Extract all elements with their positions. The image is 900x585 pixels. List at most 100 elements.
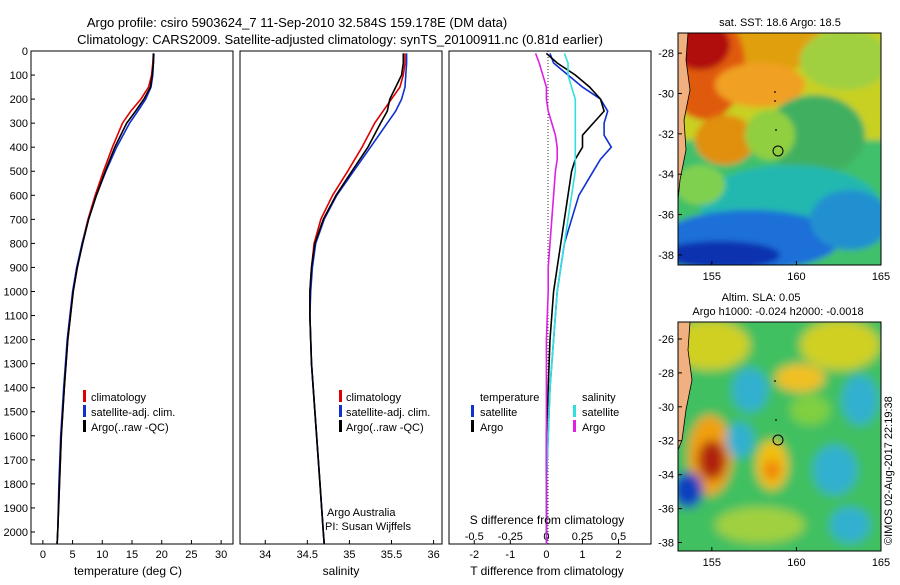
depth-tick-label: 1100	[4, 311, 28, 323]
legend-argo-label: Argo(..raw -QC)	[346, 422, 424, 434]
salinity-series	[309, 53, 408, 545]
imos-timestamp: ©IMOS 02-Aug-2017 22:19:38	[883, 396, 895, 545]
legend-satellite-swatch	[339, 405, 342, 417]
longitude-tick-label: 155	[703, 557, 721, 569]
depth-tick-label: 1000	[4, 286, 28, 298]
longitude-tick-label: 160	[787, 557, 805, 569]
depth-tick-label: 600	[10, 190, 28, 202]
latitude-tick-label: -30	[658, 402, 674, 414]
coastline	[678, 33, 691, 201]
sla-map-title: Altim. SLA: 0.05	[722, 292, 801, 304]
salinity-plot-frame	[239, 50, 443, 545]
depth-tick-label: 500	[10, 166, 28, 178]
s-satellite-difference-line	[545, 53, 577, 544]
previous-position-dot	[774, 91, 776, 93]
sst-map-axes: 155 160 165 -28 -30 -32 -34 -36 -38	[658, 48, 890, 283]
depth-tick-label: 300	[10, 118, 28, 130]
legend-climatology-swatch	[83, 390, 86, 402]
t-difference-axis-label: T difference from climatology	[470, 564, 624, 578]
sla-map-subtitle: Argo h1000: -0.024 h2000: -0.0018	[692, 306, 863, 318]
t-argo-difference-line	[545, 52, 605, 544]
temperature-legend: climatology satellite-adj. clim. Argo(..…	[83, 390, 175, 434]
temperature-axis: 0 5 10 15 20 25 30	[40, 540, 227, 561]
salinity-axis: 34 34.5 35 35.5 36	[259, 540, 440, 561]
latitude-tick-label: -38	[658, 538, 674, 550]
argo-salinity-line	[309, 53, 405, 545]
temperature-series	[56, 53, 155, 545]
legend-climatology-label: climatology	[91, 392, 147, 404]
t-difference-axis-tick-label: 0	[543, 549, 549, 561]
temperature-plot-frame	[30, 50, 234, 545]
latitude-tick-label: -34	[658, 470, 674, 482]
latitude-tick-label: -34	[658, 169, 674, 181]
depth-tick-label: 1200	[4, 335, 28, 347]
latitude-tick-label: -32	[658, 129, 674, 141]
depth-tick-label: 1700	[4, 455, 28, 467]
longitude-tick-label: 155	[703, 271, 721, 283]
legend-t-argo-swatch	[471, 420, 474, 432]
difference-legend: temperature satellite Argo salinity sate…	[471, 392, 619, 434]
legend-salinity-heading: salinity	[582, 392, 616, 404]
salinity-axis-tick-label: 36	[427, 549, 439, 561]
latitude-tick-label: -28	[658, 368, 674, 380]
depth-tick-label: 800	[10, 238, 28, 250]
depth-tick-label: 400	[10, 142, 28, 154]
legend-s-satellite-label: satellite	[582, 407, 619, 419]
salinity-axis-tick-label: 34	[259, 549, 271, 561]
longitude-tick-label: 165	[872, 271, 890, 283]
previous-position-dot	[774, 100, 776, 102]
salinity-axis-tick-label: 35	[343, 549, 355, 561]
sla-field	[678, 322, 881, 551]
legend-s-argo-label: Argo	[582, 422, 605, 434]
temperature-axis-tick-label: 25	[185, 549, 197, 561]
latitude-tick-label: -36	[658, 504, 674, 516]
depth-tick-label: 200	[10, 94, 28, 106]
legend-s-argo-swatch	[573, 420, 576, 432]
coastline	[678, 322, 693, 451]
depth-tick-label: 1900	[4, 503, 28, 515]
salinity-legend: climatology satellite-adj. clim. Argo(..…	[339, 390, 430, 434]
latitude-tick-label: -26	[658, 334, 674, 346]
sla-map-axes: 155 160 165 -26 -28 -30 -32 -34 -36 -38	[658, 334, 890, 569]
depth-tick-label: 1600	[4, 431, 28, 443]
s-argo-difference-line	[534, 53, 559, 544]
depth-tick-label: 100	[10, 70, 28, 82]
legend-satellite-swatch	[83, 405, 86, 417]
depth-tick-label: 0	[22, 46, 28, 58]
legend-climatology-label: climatology	[346, 392, 402, 404]
t-difference-axis-tick-label: 2	[615, 549, 621, 561]
latitude-tick-label: -28	[658, 48, 674, 60]
legend-t-satellite-label: satellite	[480, 407, 517, 419]
figure-title-line2: Climatology: CARS2009. Satellite-adjuste…	[77, 32, 603, 47]
t-difference-axis-tick-label: 1	[579, 549, 585, 561]
salinity-axis-tick-label: 35.5	[381, 549, 402, 561]
salinity-profile-chart: 34 34.5 35 35.5 36 salinity climatology sate…	[239, 50, 443, 578]
temperature-axis-tick-label: 20	[156, 549, 168, 561]
previous-position-dot	[775, 419, 777, 421]
sst-field	[678, 33, 881, 265]
difference-axis: -2 -1 0 1 2-0.5 -0.25 0 0.25 0.5	[465, 531, 626, 561]
depth-tick-label: 2000	[4, 527, 28, 539]
previous-position-dot	[774, 380, 776, 382]
difference-profile-chart: -2 -1 0 1 2-0.5 -0.25 0 0.25 0.5 T difference fr…	[448, 50, 652, 578]
t-difference-axis-tick-label: -1	[505, 549, 515, 561]
sst-map-title: sat. SST: 18.6 Argo: 18.5	[719, 17, 841, 29]
legend-argo-swatch	[83, 420, 86, 432]
credit-org: Argo Australia	[327, 507, 396, 519]
depth-tick-label: 700	[10, 214, 28, 226]
previous-position-dot	[775, 129, 777, 131]
longitude-tick-label: 165	[872, 557, 890, 569]
sst-map-frame	[677, 32, 882, 266]
temperature-axis-label: temperature (deg C)	[74, 564, 182, 578]
argo-temperature-line	[56, 53, 155, 545]
difference-series	[534, 52, 613, 544]
t-difference-axis-tick-label: -2	[469, 549, 479, 561]
s-difference-axis-label: S difference from climatology	[470, 513, 625, 527]
latitude-tick-label: -30	[658, 89, 674, 101]
legend-argo-label: Argo(..raw -QC)	[91, 422, 169, 434]
difference-plot-frame	[448, 50, 652, 545]
temperature-axis-tick-label: 10	[96, 549, 108, 561]
latitude-tick-label: -32	[658, 436, 674, 448]
depth-axis: 0 100 200 300 400 500 600 700 800 900 1000 1100 1200…	[4, 46, 35, 539]
